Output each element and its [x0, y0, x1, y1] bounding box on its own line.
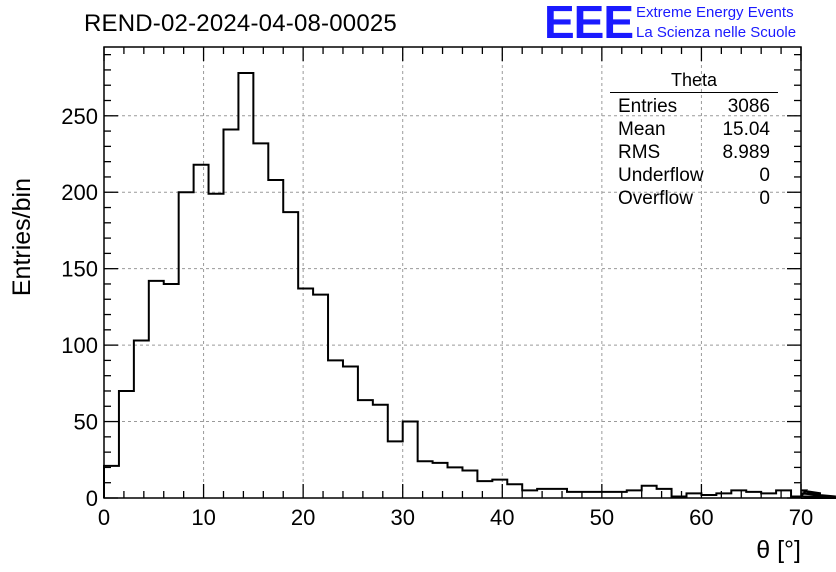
x-tick-label: 10: [191, 505, 215, 530]
stat-row-underflow: Underflow 0: [610, 164, 778, 187]
logo-mark: EEE: [544, 0, 634, 48]
stat-value: 8.989: [722, 142, 770, 163]
stat-value: 0: [759, 165, 770, 186]
stats-box: Theta Entries 3086 Mean 15.04 RMS 8.989 …: [610, 70, 778, 210]
histogram-bin: [283, 212, 298, 498]
histogram-bin: [731, 490, 746, 498]
histogram-bin: [104, 466, 119, 498]
chart-title: REND-02-2024-04-08-00025: [84, 10, 397, 37]
histogram-bin: [507, 484, 522, 498]
histogram-bin: [657, 489, 672, 498]
histogram-bin: [522, 490, 537, 498]
y-tick-label: 100: [61, 333, 98, 358]
histogram-bin: [433, 463, 448, 498]
histogram-bin: [358, 400, 373, 498]
histogram-bin: [776, 490, 791, 498]
stat-label: RMS: [618, 142, 661, 163]
stat-label: Mean: [618, 119, 666, 140]
histogram-bin: [343, 367, 358, 498]
histogram-bin: [238, 73, 253, 498]
histogram-bin: [223, 130, 238, 498]
stat-label: Overflow: [618, 188, 693, 209]
x-tick-label: 20: [291, 505, 315, 530]
histogram-bin: [149, 281, 164, 498]
histogram-bin: [477, 481, 492, 498]
histogram-bin: [253, 143, 268, 498]
histogram-bin: [164, 284, 179, 498]
x-tick-label: 60: [689, 505, 713, 530]
x-tick-label: 40: [490, 505, 514, 530]
histogram-bin: [268, 180, 283, 498]
histogram-bin: [418, 461, 433, 498]
histogram-bin: [537, 489, 552, 498]
y-axis-title: Entries/bin: [8, 178, 36, 296]
y-tick-label: 200: [61, 180, 98, 205]
histogram-bin: [492, 480, 507, 498]
histogram-bin: [179, 192, 194, 498]
histogram-bin: [328, 360, 343, 498]
histogram-bin: [209, 194, 224, 498]
histogram-bin: [552, 489, 567, 498]
stat-value: 15.04: [722, 119, 770, 140]
x-tick-label: 50: [590, 505, 614, 530]
stat-row-overflow: Overflow 0: [610, 187, 778, 210]
logo-line-2: La Scienza nelle Scuole: [636, 24, 797, 41]
histogram-bin: [313, 295, 328, 498]
stat-value: 0: [759, 188, 770, 209]
histogram-bin: [388, 441, 403, 498]
histogram-bin: [134, 341, 149, 498]
x-tick-label: 70: [789, 505, 813, 530]
stat-label: Entries: [618, 96, 678, 117]
x-tick-label: 0: [98, 505, 110, 530]
y-tick-label: 0: [86, 486, 98, 511]
plot-frame: [103, 46, 802, 499]
tick-labels: 0 10 20 30 40 50 60 70 0 50 100 150 200 250: [61, 104, 813, 530]
histogram-bin: [119, 391, 134, 498]
stat-label: Underflow: [618, 165, 704, 186]
x-tick-label: 30: [390, 505, 414, 530]
histogram-bin: [403, 422, 418, 498]
grid-lines: [104, 47, 801, 498]
histogram-bin: [642, 486, 657, 498]
stat-row-mean: Mean 15.04: [610, 118, 778, 141]
histogram-step-line: [103, 71, 836, 499]
histogram-bin: [373, 405, 388, 498]
stat-row-rms: RMS 8.989: [610, 141, 778, 164]
histogram-bin: [448, 467, 463, 498]
stats-title: Theta: [610, 70, 778, 93]
eee-logo: EEE Extreme Energy Events La Scienza nel…: [544, 0, 836, 48]
y-tick-label: 150: [61, 257, 98, 282]
x-axis-title: θ [°]: [756, 536, 801, 564]
y-tick-label: 250: [61, 104, 98, 129]
logo-line-1: Extreme Energy Events: [636, 4, 794, 21]
histogram-bin: [194, 165, 209, 498]
histogram-bin: [298, 289, 313, 498]
y-tick-label: 50: [74, 410, 98, 435]
stat-value: 3086: [727, 96, 770, 117]
stat-row-entries: Entries 3086: [610, 95, 778, 118]
histogram-bin: [462, 470, 477, 498]
histogram-bin: [627, 490, 642, 498]
